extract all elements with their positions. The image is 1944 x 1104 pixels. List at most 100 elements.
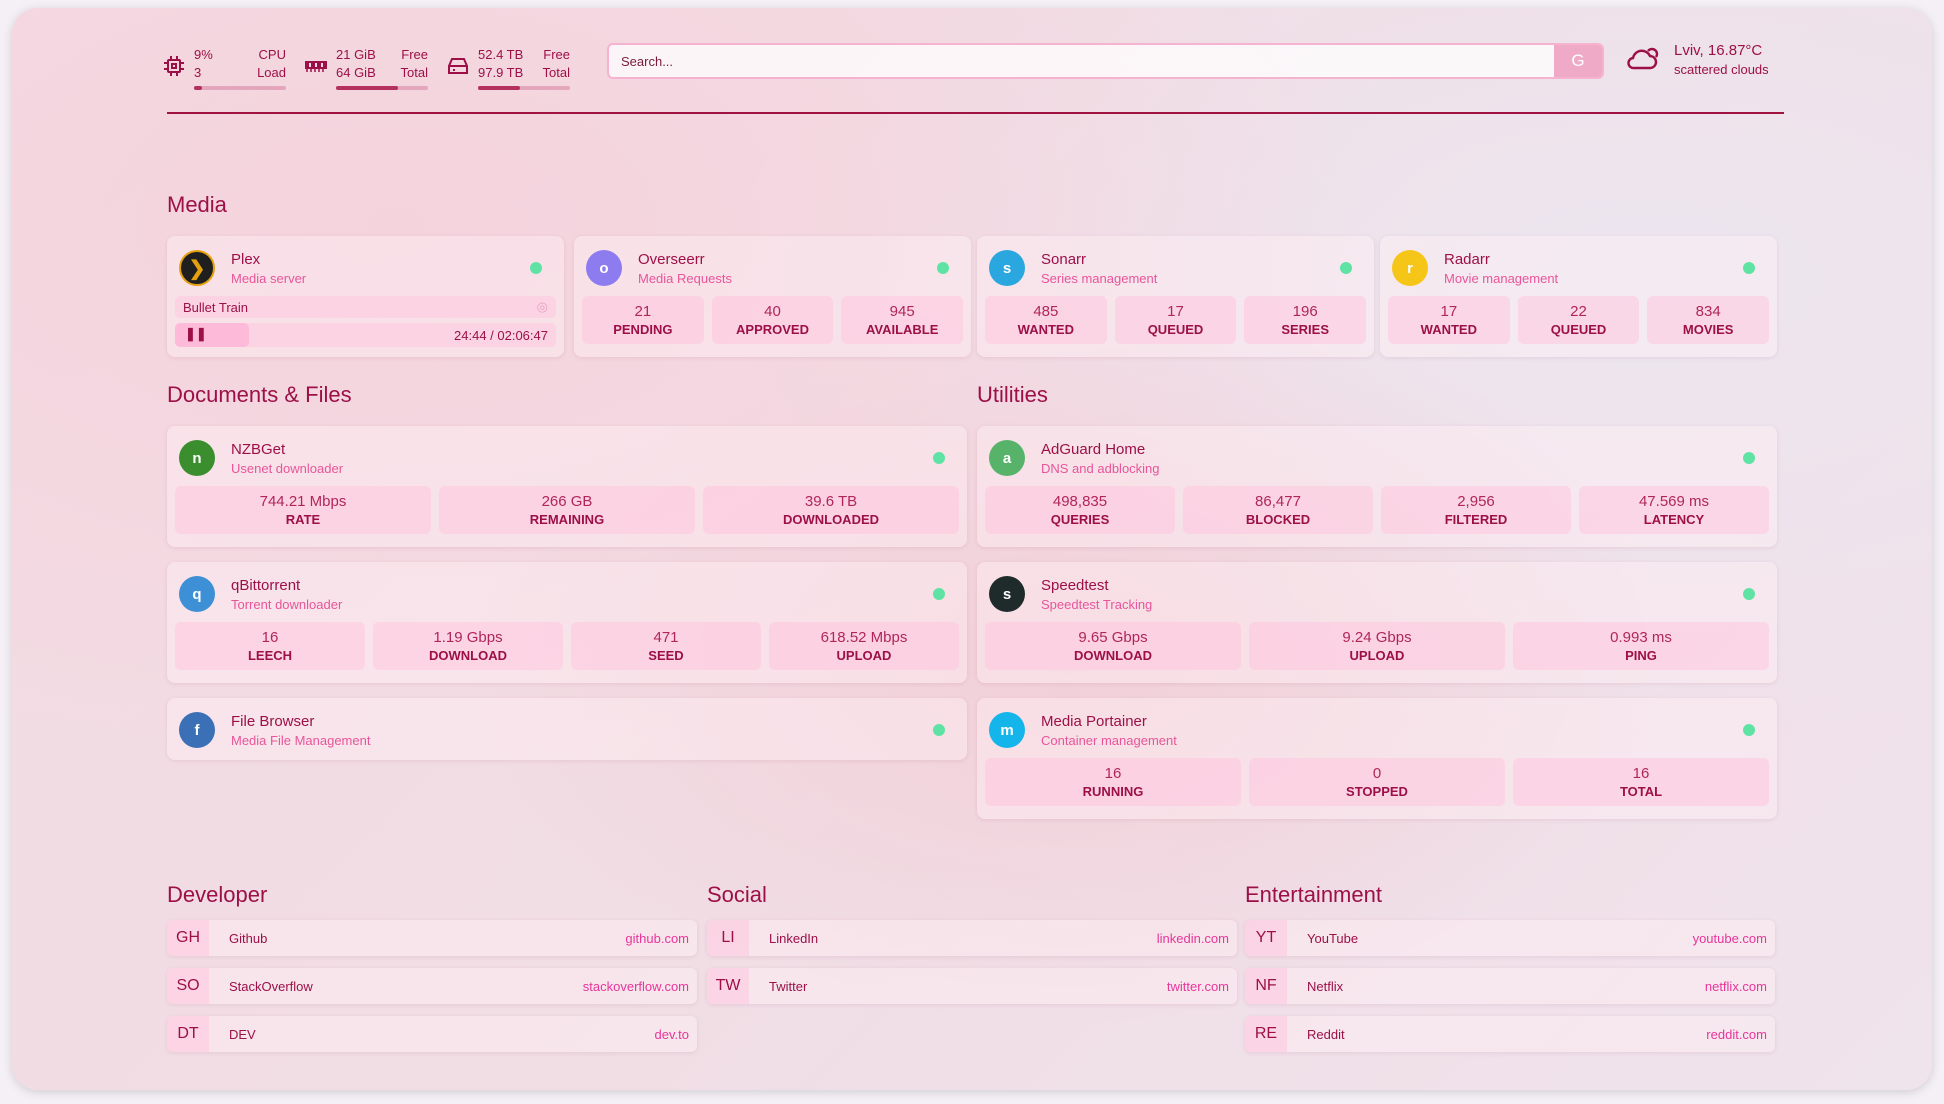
weather-widget: Lviv, 16.87°C scattered clouds [1626,42,1769,77]
stat-value: 9.24 Gbps [1342,629,1412,646]
card-header: s Speedtest Speedtest Tracking [977,562,1777,614]
free-label: Free [401,47,428,62]
stat-label: PING [1625,648,1657,663]
utilities-heading: Utilities [977,382,1048,407]
stat-label: LATENCY [1643,512,1705,527]
bookmark-name: Twitter [769,978,808,994]
bookmark-linkedin[interactable]: LI LinkedIn linkedin.com [707,920,1237,956]
stat-ping: 0.993 ms PING [1513,622,1769,670]
stat-value: 17 [1440,303,1458,320]
sonarr-card[interactable]: s Sonarr Series management 485 WANTED 17 QUEUE… [977,236,1374,357]
bookmark-url[interactable]: github.com [625,930,689,946]
search-box: G [607,43,1604,79]
stat-value: 485 [1033,303,1059,320]
service-name: AdGuard Home [1041,440,1146,458]
overseerr-icon: o [586,250,622,286]
stat-value: 40 [764,303,781,320]
speedtest-icon: s [989,576,1025,612]
bookmark-url[interactable]: reddit.com [1706,1026,1767,1042]
weather-condition: scattered clouds [1674,62,1769,77]
stat-blocked: 86,477 BLOCKED [1183,486,1373,534]
bookmark-url[interactable]: twitter.com [1166,978,1229,994]
bookmark-youtube[interactable]: YT YouTube youtube.com [1245,920,1775,956]
stat-label: AVAILABLE [865,322,939,337]
card-header: f File Browser Media File Management [167,698,967,750]
bookmark-stackoverflow[interactable]: SO StackOverflow stackoverflow.com [167,968,697,1004]
stat-value: 2,956 [1457,493,1495,510]
stat-label: SERIES [1281,322,1330,337]
bookmark-twitter[interactable]: TW Twitter twitter.com [707,968,1237,1004]
now-playing: Bullet Train ◎ [175,296,556,318]
total-label: Total [400,65,428,80]
search-input[interactable] [609,45,1554,77]
stat-downloaded: 39.6 TB DOWNLOADED [703,486,959,534]
search-provider-button[interactable]: G [1554,45,1602,77]
service-description: Media File Management [231,732,371,748]
bookmark-netflix[interactable]: NF Netflix netflix.com [1245,968,1775,1004]
dashboard-window: 9% CPU 3 Load 21 GiB Free 64 GiB Total 52.4 … [12,8,1932,1090]
radarr-card[interactable]: r Radarr Movie management 17 WANTED 22 QUEUED 8… [1380,236,1777,357]
stat-queued: 17 QUEUED [1114,296,1237,344]
stat-approved: 40 APPROVED [711,296,834,344]
bookmark-reddit[interactable]: RE Reddit reddit.com [1245,1016,1775,1052]
bookmark-dev[interactable]: DT DEV dev.to [167,1016,697,1052]
status-indicator [1340,262,1352,274]
stat-label: STOPPED [1346,784,1408,799]
service-name: Media Portainer [1041,712,1147,730]
service-description: Speedtest Tracking [1041,596,1153,612]
bookmark-github[interactable]: GH Github github.com [167,920,697,956]
service-info: AdGuard Home DNS and adblocking [1041,441,1743,476]
service-stats: 16 RUNNING 0 STOPPED 16 TOTAL [977,750,1777,806]
stat-available: 945 AVAILABLE [841,296,964,344]
status-indicator [933,452,945,464]
disk-icon [446,54,470,78]
nzbget-card[interactable]: n NZBGet Usenet downloader 744.21 Mbps RATE 2… [167,426,967,547]
bookmark-name: LinkedIn [769,930,819,946]
service-description: Container management [1041,732,1177,748]
bookmark-url[interactable]: dev.to [654,1026,689,1042]
service-stats: 17 WANTED 22 QUEUED 834 MOVIES [1380,288,1777,344]
stat-value: 0.993 ms [1610,629,1672,646]
stat-label: UPLOAD [836,648,892,663]
stat-value: 834 [1695,303,1721,320]
service-stats: 498,835 QUERIES 86,477 BLOCKED 2,956 FILTERED… [977,478,1777,534]
total-label: Total [542,65,570,80]
card-header: o Overseerr Media Requests [574,236,971,288]
status-indicator [937,262,949,274]
stat-value: 744.21 Mbps [259,493,347,510]
service-info: Media Portainer Container management [1041,713,1743,748]
speedtest-card[interactable]: s Speedtest Speedtest Tracking 9.65 Gbps DOW… [977,562,1777,683]
cpu-usage: 9% [194,47,213,62]
overseerr-card[interactable]: o Overseerr Media Requests 21 PENDING 40 APPRO… [574,236,971,357]
bookmark-url[interactable]: netflix.com [1704,978,1767,994]
stat-label: QUEUED [1550,322,1607,337]
qbittorrent-card[interactable]: q qBittorrent Torrent downloader 16 LEECH 1.1… [167,562,967,683]
bookmark-abbr: RE [1245,1016,1287,1052]
media-portainer-card[interactable]: m Media Portainer Container management 16 RU… [977,698,1777,819]
service-info: qBittorrent Torrent downloader [231,577,933,612]
stat-value: 1.19 Gbps [433,629,503,646]
plex-card[interactable]: ❯ Plex Media server Bullet Train ◎ ❚❚ 24:4… [167,236,564,357]
media-heading: Media [167,192,227,217]
pause-icon[interactable]: ❚❚ [185,326,207,341]
bookmark-abbr: GH [167,920,209,956]
status-indicator [530,262,542,274]
service-description: Usenet downloader [231,460,344,476]
stat-value: 17 [1167,303,1184,320]
service-stats: 16 LEECH 1.19 Gbps DOWNLOAD 471 SEED 618.52 Mb… [167,614,967,670]
bookmark-url[interactable]: stackoverflow.com [582,978,689,994]
cloud-sun-icon [1626,43,1660,76]
service-name: Plex [231,250,261,268]
cpu-widget: 9% CPU 3 Load [162,46,286,96]
file-browser-card[interactable]: f File Browser Media File Management [167,698,967,760]
bookmark-url[interactable]: youtube.com [1692,930,1767,946]
bookmark-url[interactable]: linkedin.com [1156,930,1229,946]
stat-label: DOWNLOADED [782,512,880,527]
documents-heading: Documents & Files [167,382,352,407]
adguard-home-card[interactable]: a AdGuard Home DNS and adblocking 498,835 QU… [977,426,1777,547]
bookmark-abbr: YT [1245,920,1287,956]
stat-total: 16 TOTAL [1513,758,1769,806]
stat-wanted: 485 WANTED [985,296,1107,344]
stat-download: 9.65 Gbps DOWNLOAD [985,622,1241,670]
status-indicator [933,724,945,736]
